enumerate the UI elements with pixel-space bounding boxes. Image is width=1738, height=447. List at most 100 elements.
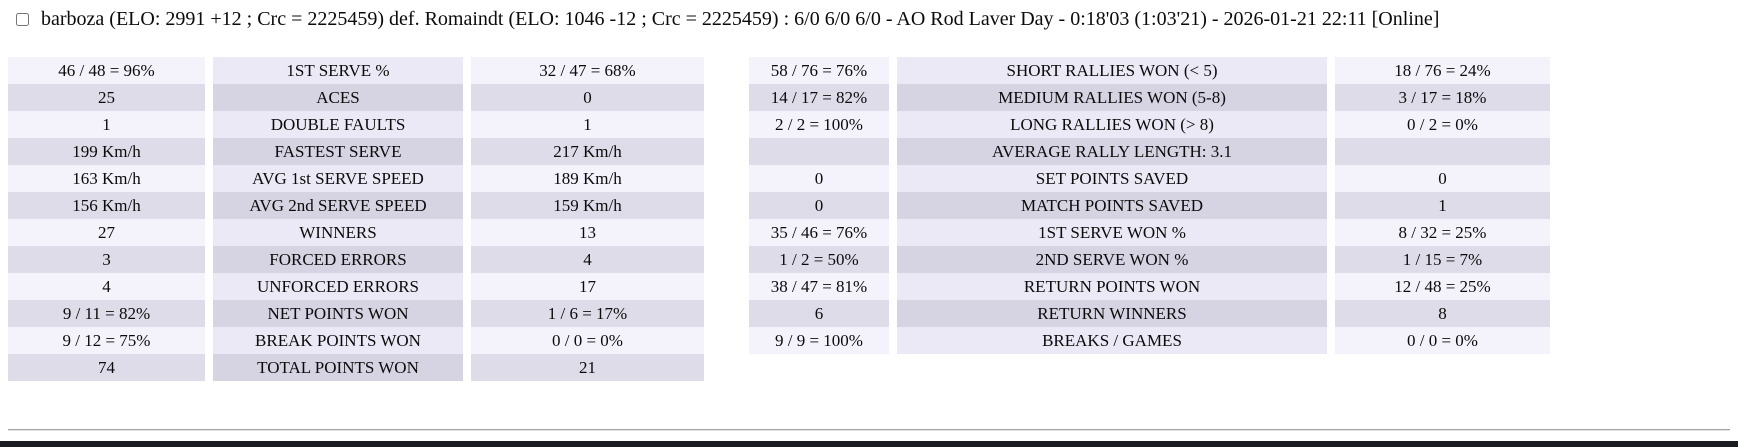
p2-value-cell: 0 / 2 = 0%	[1335, 111, 1550, 138]
p1-value-cell: 46 / 48 = 96%	[8, 57, 205, 84]
stat-label-cell: MEDIUM RALLIES WON (5-8)	[897, 84, 1327, 111]
p1-value-cell: 156 Km/h	[8, 192, 205, 219]
p1-value-cell: 163 Km/h	[8, 165, 205, 192]
p1-value-cell: 199 Km/h	[8, 138, 205, 165]
stat-label-cell: SET POINTS SAVED	[897, 165, 1327, 192]
p2-value-cell: 0	[1335, 165, 1550, 192]
p1-value-cell: 25	[8, 84, 205, 111]
rally-stats-table: 58 / 76 = 76% SHORT RALLIES WON (< 5) 18 /…	[741, 57, 1558, 354]
stat-row: 58 / 76 = 76% SHORT RALLIES WON (< 5) 18 /…	[749, 57, 1550, 84]
p1-value-cell: 9 / 11 = 82%	[8, 300, 205, 327]
stat-row: 27 WINNERS 13	[8, 219, 704, 246]
stat-row: 3 FORCED ERRORS 4	[8, 246, 704, 273]
p2-value-cell: 159 Km/h	[471, 192, 704, 219]
stat-label-cell: TOTAL POINTS WON	[213, 354, 463, 381]
p1-value-cell: 74	[8, 354, 205, 381]
stat-label-cell: 1ST SERVE %	[213, 57, 463, 84]
stat-label-cell: FORCED ERRORS	[213, 246, 463, 273]
p1-value-cell: 0	[749, 165, 889, 192]
p1-value-cell: 6	[749, 300, 889, 327]
stat-row: 14 / 17 = 82% MEDIUM RALLIES WON (5-8) 3 /…	[749, 84, 1550, 111]
stat-row: 25 ACES 0	[8, 84, 704, 111]
p2-value-cell: 18 / 76 = 24%	[1335, 57, 1550, 84]
stat-label-cell: RETURN POINTS WON	[897, 273, 1327, 300]
p2-value-cell: 12 / 48 = 25%	[1335, 273, 1550, 300]
match-select-checkbox[interactable]	[16, 13, 29, 26]
stat-label-cell: UNFORCED ERRORS	[213, 273, 463, 300]
stat-row: 35 / 46 = 76% 1ST SERVE WON % 8 / 32 = 25%	[749, 219, 1550, 246]
p2-value-cell: 1 / 15 = 7%	[1335, 246, 1550, 273]
stat-row: 1 / 2 = 50% 2ND SERVE WON % 1 / 15 = 7%	[749, 246, 1550, 273]
stat-label-cell: AVG 1st SERVE SPEED	[213, 165, 463, 192]
stat-row: 156 Km/h AVG 2nd SERVE SPEED 159 Km/h	[8, 192, 704, 219]
stat-row: 199 Km/h FASTEST SERVE 217 Km/h	[8, 138, 704, 165]
stat-label-cell: BREAKS / GAMES	[897, 327, 1327, 354]
p1-value-cell: 0	[749, 192, 889, 219]
stat-label-cell: 1ST SERVE WON %	[897, 219, 1327, 246]
p2-value-cell: 21	[471, 354, 704, 381]
stat-label-cell: FASTEST SERVE	[213, 138, 463, 165]
stat-row: 4 UNFORCED ERRORS 17	[8, 273, 704, 300]
p2-value-cell: 1 / 6 = 17%	[471, 300, 704, 327]
p1-value-cell: 9 / 12 = 75%	[8, 327, 205, 354]
stat-label-cell: ACES	[213, 84, 463, 111]
stat-row: 38 / 47 = 81% RETURN POINTS WON 12 / 48 = …	[749, 273, 1550, 300]
p1-value-cell: 27	[8, 219, 205, 246]
stat-label-cell: AVERAGE RALLY LENGTH: 3.1	[897, 138, 1327, 165]
stat-label-cell: 2ND SERVE WON %	[897, 246, 1327, 273]
match-summary: barboza (ELO: 2991 +12 ; Crc = 2225459) …	[41, 8, 1440, 30]
stat-row: 9 / 12 = 75% BREAK POINTS WON 0 / 0 = 0%	[8, 327, 704, 354]
p1-value-cell: 35 / 46 = 76%	[749, 219, 889, 246]
p2-value-cell	[1335, 138, 1550, 165]
stat-row: 9 / 9 = 100% BREAKS / GAMES 0 / 0 = 0%	[749, 327, 1550, 354]
serve-stats-table: 46 / 48 = 96% 1ST SERVE % 32 / 47 = 68% 25 A…	[0, 57, 712, 381]
stat-label-cell: MATCH POINTS SAVED	[897, 192, 1327, 219]
p1-value-cell: 9 / 9 = 100%	[749, 327, 889, 354]
p1-value-cell: 1 / 2 = 50%	[749, 246, 889, 273]
stat-row: 0 SET POINTS SAVED 0	[749, 165, 1550, 192]
p2-value-cell: 1	[1335, 192, 1550, 219]
p2-value-cell: 1	[471, 111, 704, 138]
section-divider	[8, 429, 1730, 430]
stat-label-cell: RETURN WINNERS	[897, 300, 1327, 327]
p2-value-cell: 8 / 32 = 25%	[1335, 219, 1550, 246]
stat-row: 9 / 11 = 82% NET POINTS WON 1 / 6 = 17%	[8, 300, 704, 327]
stat-row: 74 TOTAL POINTS WON 21	[8, 354, 704, 381]
p2-value-cell: 8	[1335, 300, 1550, 327]
p1-value-cell: 1	[8, 111, 205, 138]
stat-row: 163 Km/h AVG 1st SERVE SPEED 189 Km/h	[8, 165, 704, 192]
p1-value-cell: 3	[8, 246, 205, 273]
p2-value-cell: 32 / 47 = 68%	[471, 57, 704, 84]
p1-value-cell: 58 / 76 = 76%	[749, 57, 889, 84]
p1-value-cell: 4	[8, 273, 205, 300]
p2-value-cell: 189 Km/h	[471, 165, 704, 192]
p2-value-cell: 217 Km/h	[471, 138, 704, 165]
p2-value-cell: 3 / 17 = 18%	[1335, 84, 1550, 111]
stat-row: AVERAGE RALLY LENGTH: 3.1	[749, 138, 1550, 165]
stat-label-cell: SHORT RALLIES WON (< 5)	[897, 57, 1327, 84]
stat-row: 0 MATCH POINTS SAVED 1	[749, 192, 1550, 219]
stat-row: 1 DOUBLE FAULTS 1	[8, 111, 704, 138]
match-header: barboza (ELO: 2991 +12 ; Crc = 2225459) …	[16, 6, 1439, 32]
p2-value-cell: 0	[471, 84, 704, 111]
stat-label-cell: WINNERS	[213, 219, 463, 246]
p1-value-cell: 2 / 2 = 100%	[749, 111, 889, 138]
p1-value-cell	[749, 138, 889, 165]
stat-label-cell: DOUBLE FAULTS	[213, 111, 463, 138]
p2-value-cell: 4	[471, 246, 704, 273]
p2-value-cell: 13	[471, 219, 704, 246]
stat-label-cell: BREAK POINTS WON	[213, 327, 463, 354]
p1-value-cell: 38 / 47 = 81%	[749, 273, 889, 300]
stat-row: 2 / 2 = 100% LONG RALLIES WON (> 8) 0 / 2 …	[749, 111, 1550, 138]
p2-value-cell: 0 / 0 = 0%	[1335, 327, 1550, 354]
p2-value-cell: 17	[471, 273, 704, 300]
stat-row: 46 / 48 = 96% 1ST SERVE % 32 / 47 = 68%	[8, 57, 704, 84]
stat-label-cell: NET POINTS WON	[213, 300, 463, 327]
p2-value-cell: 0 / 0 = 0%	[471, 327, 704, 354]
p1-value-cell: 14 / 17 = 82%	[749, 84, 889, 111]
next-section-top-bar	[0, 441, 1738, 447]
stat-label-cell: AVG 2nd SERVE SPEED	[213, 192, 463, 219]
stat-label-cell: LONG RALLIES WON (> 8)	[897, 111, 1327, 138]
stat-row: 6 RETURN WINNERS 8	[749, 300, 1550, 327]
